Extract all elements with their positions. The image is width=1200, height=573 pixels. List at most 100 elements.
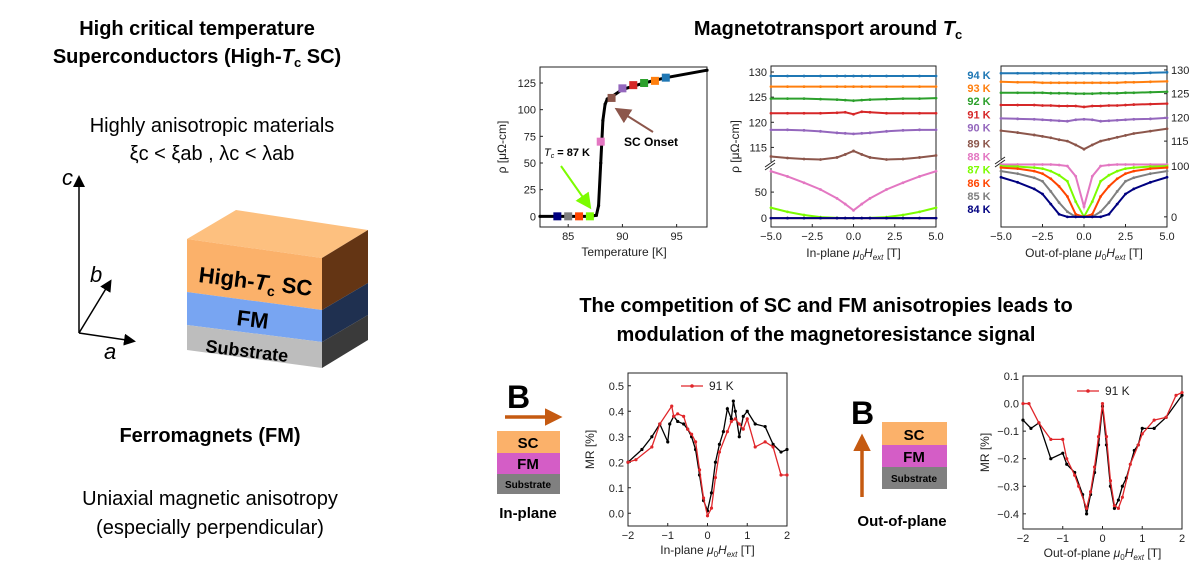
series-87K-point (769, 206, 773, 210)
series-92K-point (1057, 91, 1061, 95)
x-tick-label: 2 (1179, 533, 1185, 545)
y-tick-label: 0.5 (609, 381, 624, 393)
series-90K-point (934, 128, 938, 132)
series-88K-point (885, 188, 888, 191)
inplane-label: In-plane (499, 505, 557, 522)
series-88K-point (1057, 163, 1061, 167)
series-90K-point (1066, 119, 1069, 123)
series-91K-point (686, 427, 690, 431)
series-88K-point (868, 196, 872, 200)
series-91K-point (626, 460, 630, 464)
series-94K-point (852, 74, 855, 78)
series-black-point (1120, 484, 1124, 488)
series-91K-point (1032, 103, 1036, 107)
series-91K-point (1082, 105, 1086, 109)
legend-entry: 87 K (967, 165, 990, 177)
series-black-point (1152, 426, 1156, 430)
series-84K-point (999, 175, 1003, 179)
series-black-point (666, 440, 670, 444)
legend-entry: 94 K (967, 70, 990, 82)
x-tick-label: 5.0 (928, 231, 943, 243)
series-91K-point (709, 506, 714, 510)
series-93K-point (786, 85, 789, 88)
series-92K-point (1165, 90, 1169, 94)
series-84K-point (1057, 212, 1061, 216)
series-90K-point (835, 131, 839, 135)
series-90K-point (1074, 118, 1078, 122)
sc-onset-annotation: SC Onset (624, 135, 678, 149)
series-91K-point (1140, 432, 1144, 436)
series-94K-point (1099, 71, 1102, 75)
series-84K-point (786, 216, 789, 220)
series-92K-point (934, 96, 938, 100)
series-88K-point (1149, 163, 1152, 166)
temperature-marker (596, 137, 605, 146)
series-87K-point (1041, 167, 1044, 171)
series-90K-point (819, 129, 822, 133)
series-91K-point (843, 110, 847, 114)
series-89K-point (769, 155, 773, 158)
y-tick-label: 125 (749, 92, 767, 104)
y-tick-label: 50 (755, 187, 767, 199)
series-93K-point (1090, 81, 1094, 85)
y-tick-label: 125 (518, 78, 536, 90)
series-94K-point (860, 74, 864, 78)
series-90K-point (1099, 119, 1102, 123)
series-90K-point (1049, 118, 1053, 122)
series-94K-point (868, 74, 872, 78)
x-tick-label: 1 (1139, 533, 1145, 545)
series-91K-point (1074, 104, 1078, 108)
series-89K-point (835, 156, 839, 159)
rt-curve-point (601, 118, 605, 122)
y-tick-label: 115 (749, 142, 767, 154)
series-91K-point (1152, 418, 1156, 422)
series-89K-point (786, 156, 789, 160)
rt-curve-point (705, 68, 709, 72)
series-88K-point (1124, 163, 1127, 166)
series-84K-point (835, 216, 839, 220)
series-91K-point (819, 111, 822, 115)
y-axis-label: MR [%] (583, 430, 597, 469)
y-tick-label: 130 (1171, 65, 1189, 77)
temperature-legend: 94 K93 K92 K91 K90 K 89 K88 K87 K86 K85 K… (967, 70, 990, 216)
crystal-axes: c b a (62, 165, 136, 364)
series-89K-point (852, 149, 855, 153)
series-89K-point (1124, 134, 1127, 137)
series-94K-point (1149, 71, 1152, 75)
series-92K-point (1099, 91, 1102, 95)
series-88K-point (1016, 163, 1019, 166)
onset-arrow-icon (614, 107, 654, 133)
series-91K-point (682, 414, 686, 418)
series-92K-point (860, 98, 864, 102)
series-93K-point (1124, 80, 1127, 84)
series-93K-point (1074, 81, 1078, 85)
temperature-marker (661, 73, 670, 82)
series-92K-point (901, 97, 905, 101)
rt-curve-point (599, 161, 603, 165)
legend-entry: 91 K (967, 109, 990, 121)
series-86K-point (1074, 212, 1078, 216)
legend-entry: 92 K (967, 96, 990, 108)
series-88K-point (1107, 163, 1111, 167)
series-93K-point (885, 85, 888, 88)
series-87K-point (1099, 179, 1102, 183)
series-91K-point (705, 514, 710, 518)
series-90K-point (1032, 117, 1036, 121)
sc-title-line2: Superconductors (High-Tc SC) (53, 46, 341, 70)
series-92K-point (885, 97, 888, 101)
series-91K-point (1065, 457, 1069, 461)
series-91K-point (1016, 103, 1019, 107)
series-90K-point (769, 128, 773, 132)
rt-curve-point (596, 204, 601, 208)
series-black-point (1116, 498, 1120, 502)
tc-annotation: Tc = 87 K (544, 147, 590, 160)
series-93K-point (868, 85, 872, 88)
series-91K-point (1049, 104, 1053, 107)
series-91K-point (753, 445, 757, 449)
series-85K-point (1165, 169, 1169, 173)
series-88K-point (769, 169, 773, 173)
series-90K-point (901, 128, 905, 132)
series-black-point (709, 491, 714, 495)
series-black-point (745, 409, 749, 413)
series-black-point (721, 430, 726, 434)
